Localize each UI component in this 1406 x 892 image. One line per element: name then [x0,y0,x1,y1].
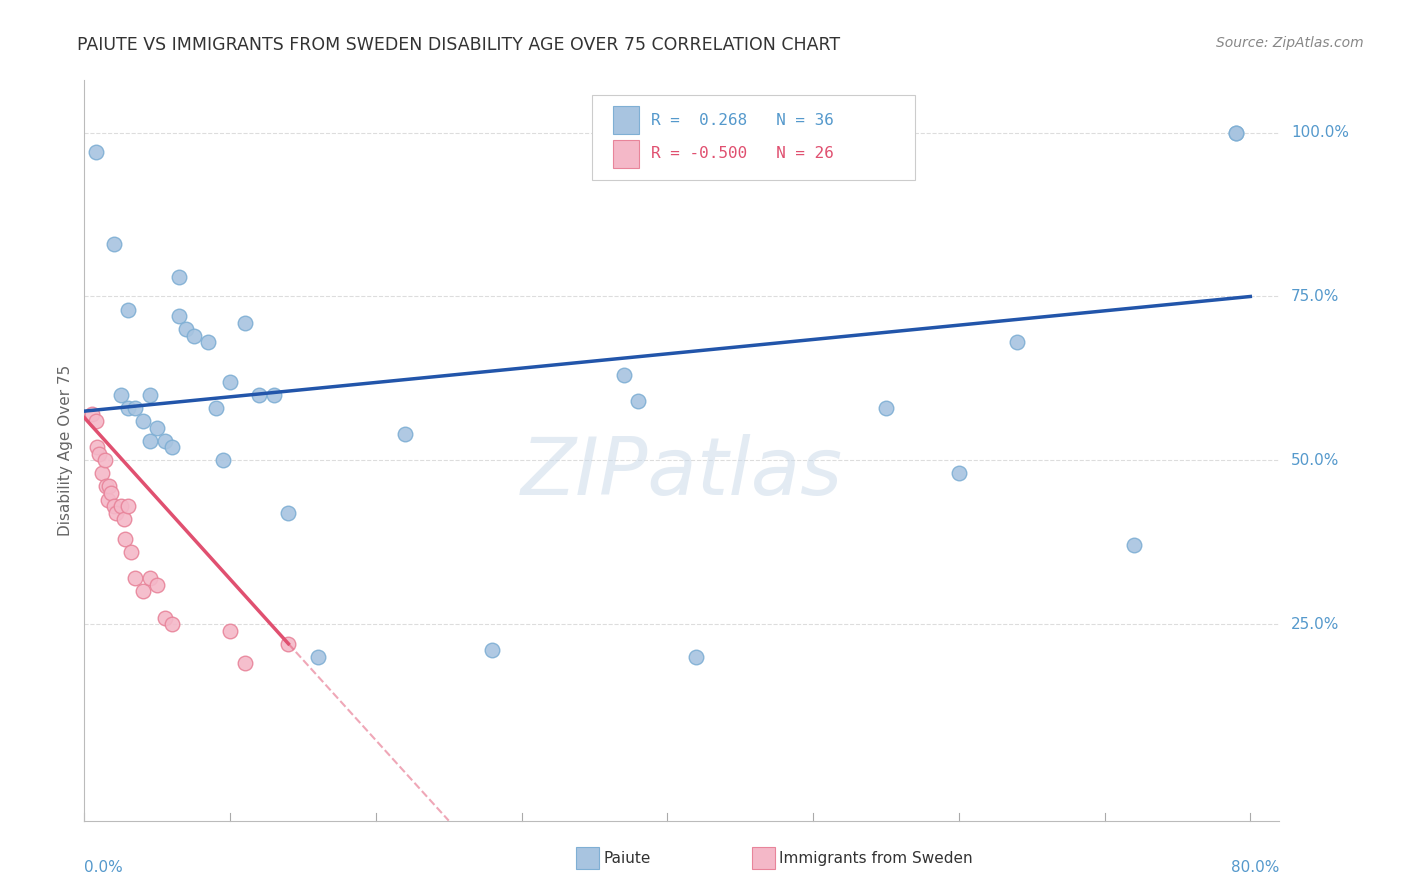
Point [98,479,121,493]
Text: 0.0%: 0.0% [84,860,124,875]
Point [160,440,183,454]
Point [103,237,125,252]
Point [112,512,135,526]
Point [307,649,329,664]
Text: Immigrants from Sweden: Immigrants from Sweden [779,851,973,865]
Text: R =  0.268   N = 36: R = 0.268 N = 36 [651,112,834,128]
Point [160,617,183,632]
Point [233,316,256,330]
Point [875,401,897,415]
Text: Paiute: Paiute [603,851,651,865]
Point [1225,126,1247,140]
Point [117,302,139,317]
Text: 75.0%: 75.0% [1291,289,1340,304]
Point [613,368,636,383]
Point [1005,335,1028,350]
Point [146,578,169,592]
Text: Source: ZipAtlas.com: Source: ZipAtlas.com [1216,36,1364,50]
Point [233,657,256,671]
Text: 80.0%: 80.0% [1232,860,1279,875]
Point [96,479,118,493]
Point [124,401,146,415]
FancyBboxPatch shape [592,95,915,180]
Point [219,375,242,389]
Point [117,401,139,415]
Point [183,328,205,343]
Point [1122,539,1144,553]
Point [1225,126,1247,140]
Point [167,269,190,284]
Point [167,309,190,323]
Point [219,624,242,638]
Point [117,499,139,513]
Point [277,637,299,651]
Point [100,486,122,500]
Point [114,532,136,546]
Point [176,322,198,336]
Point [263,388,285,402]
Y-axis label: Disability Age Over 75: Disability Age Over 75 [58,365,73,536]
Point [948,467,970,481]
Point [204,401,226,415]
Point [394,427,416,442]
Point [139,571,162,585]
Point [139,388,162,402]
Text: ZIPatlas: ZIPatlas [520,434,844,512]
Point [97,492,120,507]
Point [277,506,299,520]
Point [685,649,707,664]
Point [247,388,270,402]
Point [120,545,142,559]
Text: 25.0%: 25.0% [1291,616,1340,632]
Point [627,394,650,409]
Point [103,499,125,513]
Point [153,610,176,624]
Point [90,467,112,481]
Point [139,434,162,448]
Bar [613,106,638,135]
Point [110,388,132,402]
Text: R = -0.500   N = 26: R = -0.500 N = 26 [651,146,834,161]
Point [110,499,132,513]
Text: 100.0%: 100.0% [1291,125,1350,140]
Text: 50.0%: 50.0% [1291,453,1340,467]
Point [84,414,107,428]
Point [124,571,146,585]
Point [153,434,176,448]
Point [87,447,110,461]
Point [211,453,233,467]
Text: PAIUTE VS IMMIGRANTS FROM SWEDEN DISABILITY AGE OVER 75 CORRELATION CHART: PAIUTE VS IMMIGRANTS FROM SWEDEN DISABIL… [77,36,841,54]
Point [105,506,128,520]
Point [94,453,117,467]
Point [131,414,153,428]
Point [146,420,169,434]
Point [80,408,103,422]
Point [197,335,219,350]
Bar [613,139,638,168]
Point [84,145,107,160]
Point [131,584,153,599]
Point [86,440,108,454]
Point [481,643,503,657]
